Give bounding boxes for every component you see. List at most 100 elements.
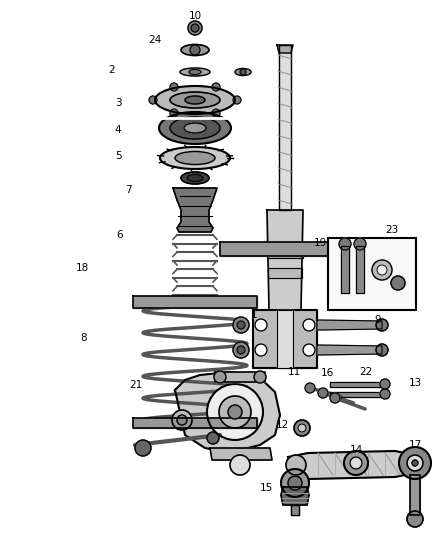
Circle shape [281, 469, 309, 497]
Polygon shape [317, 345, 382, 355]
Circle shape [318, 388, 328, 398]
Text: 17: 17 [408, 440, 422, 450]
Ellipse shape [181, 44, 209, 55]
Circle shape [354, 238, 366, 250]
Circle shape [372, 260, 392, 280]
Polygon shape [330, 392, 385, 397]
Circle shape [212, 109, 220, 117]
Ellipse shape [235, 69, 251, 76]
Text: 18: 18 [75, 263, 88, 273]
Text: 10: 10 [188, 11, 201, 21]
Ellipse shape [170, 92, 220, 108]
Polygon shape [330, 382, 385, 387]
Ellipse shape [170, 117, 220, 139]
Circle shape [330, 393, 340, 403]
Polygon shape [215, 372, 265, 382]
Circle shape [303, 319, 315, 331]
Circle shape [380, 379, 390, 389]
Polygon shape [281, 487, 309, 505]
Text: 12: 12 [276, 420, 289, 430]
Circle shape [407, 455, 423, 471]
Circle shape [219, 396, 251, 428]
Ellipse shape [187, 174, 203, 182]
Ellipse shape [189, 69, 201, 75]
Circle shape [305, 383, 315, 393]
Circle shape [135, 440, 151, 456]
Circle shape [380, 389, 390, 399]
Circle shape [212, 83, 220, 91]
Polygon shape [341, 246, 349, 293]
Text: 21: 21 [129, 380, 143, 390]
Polygon shape [253, 310, 317, 368]
Circle shape [177, 415, 187, 425]
Circle shape [207, 384, 263, 440]
Polygon shape [277, 310, 293, 368]
Circle shape [303, 344, 315, 356]
Circle shape [233, 342, 249, 358]
Text: 24: 24 [148, 35, 162, 45]
Text: 22: 22 [359, 367, 373, 377]
Text: 5: 5 [115, 151, 121, 161]
Polygon shape [133, 296, 257, 308]
Circle shape [188, 21, 202, 35]
Ellipse shape [184, 123, 206, 133]
Circle shape [339, 238, 351, 250]
Bar [328, 238, 416, 310]
Text: 16: 16 [320, 368, 334, 378]
Circle shape [255, 344, 267, 356]
Polygon shape [279, 45, 291, 210]
Circle shape [214, 371, 226, 383]
Text: 9: 9 [374, 315, 381, 325]
Text: 23: 23 [385, 225, 399, 235]
Text: 14: 14 [350, 445, 363, 455]
Circle shape [237, 321, 245, 329]
Ellipse shape [160, 147, 230, 169]
Circle shape [233, 96, 241, 104]
Text: 19: 19 [313, 238, 327, 248]
Circle shape [407, 511, 423, 527]
Polygon shape [267, 245, 303, 258]
Circle shape [230, 455, 250, 475]
Circle shape [254, 371, 266, 383]
Polygon shape [317, 320, 382, 330]
Polygon shape [268, 268, 302, 278]
Circle shape [240, 69, 246, 75]
Polygon shape [220, 242, 350, 256]
Circle shape [286, 455, 306, 475]
Ellipse shape [155, 86, 235, 114]
Circle shape [399, 447, 431, 479]
Ellipse shape [180, 68, 210, 76]
Polygon shape [175, 372, 280, 452]
Circle shape [298, 424, 306, 432]
Polygon shape [133, 418, 257, 428]
Polygon shape [173, 188, 217, 232]
Text: 1: 1 [251, 310, 257, 320]
Circle shape [412, 460, 418, 466]
Circle shape [170, 83, 178, 91]
Text: 2: 2 [109, 65, 115, 75]
Bar [328, 238, 416, 310]
Ellipse shape [159, 112, 231, 144]
Circle shape [288, 476, 302, 490]
Circle shape [172, 410, 192, 430]
Text: 4: 4 [115, 125, 121, 135]
Polygon shape [291, 505, 299, 515]
Text: 15: 15 [259, 483, 272, 493]
Text: 3: 3 [115, 98, 121, 108]
Polygon shape [356, 246, 364, 293]
Circle shape [376, 344, 388, 356]
Circle shape [149, 96, 157, 104]
Polygon shape [410, 475, 420, 515]
Circle shape [190, 45, 200, 55]
Circle shape [207, 432, 219, 444]
Polygon shape [277, 45, 293, 53]
Ellipse shape [185, 96, 205, 104]
Circle shape [237, 346, 245, 354]
Circle shape [376, 319, 388, 331]
Circle shape [294, 420, 310, 436]
Circle shape [255, 319, 267, 331]
Circle shape [344, 451, 368, 475]
Ellipse shape [175, 151, 215, 165]
Circle shape [170, 109, 178, 117]
Text: 13: 13 [408, 378, 422, 388]
